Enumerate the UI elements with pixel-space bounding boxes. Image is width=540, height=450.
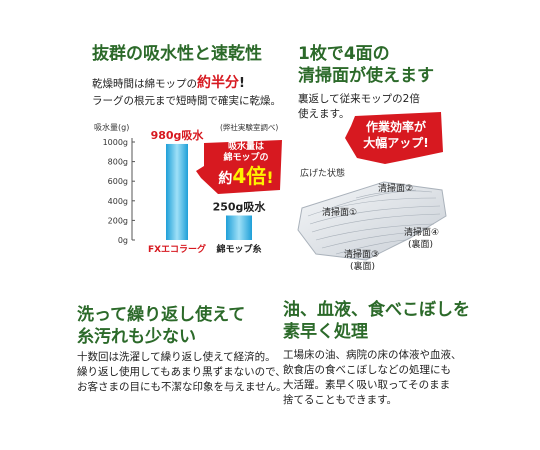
chart-ytick-label: 0g: [118, 236, 128, 245]
mop-label-face3: 清掃面③: [344, 250, 380, 260]
section2-title-line1: 1枚で4面の: [298, 44, 390, 64]
burst2-shape: [345, 112, 443, 164]
burst1-line3-post: !: [266, 168, 274, 187]
mop-label-face4-back: (裏面): [408, 240, 434, 250]
burst-callout-4x: 吸水量は 綿モップの 約4倍!: [196, 138, 288, 196]
section1-line1-post: !: [239, 76, 245, 91]
chart-ytick-label: 200g: [108, 216, 128, 225]
chart-ytick-label: 600g: [108, 177, 128, 186]
burst1-line3-big: 4倍: [232, 164, 267, 188]
section1-line2: ラーグの根元まで短時間で確実に乾燥。: [92, 95, 281, 107]
burst2-line1: 作業効率が: [365, 120, 426, 134]
chart-data-label: 250g吸水: [213, 200, 267, 214]
section4-line3: 大活躍。素早く吸い取ってそのまま: [283, 379, 451, 391]
chart-bar: [166, 143, 188, 240]
section3-line3: お客さまの目にも不潔な印象を与えません。: [77, 381, 287, 393]
burst1-line3-pre: 約: [218, 171, 233, 187]
section4-title-line1: 油、血液、食べこぼしを: [283, 300, 470, 320]
chart-data-label: 980g吸水: [151, 128, 205, 142]
section3-title-line1: 洗って繰り返し使えて: [77, 305, 246, 325]
mop-label-face4: 清掃面④: [404, 228, 440, 238]
section1-line1: 乾燥時間は綿モップの約半分!: [92, 76, 245, 92]
burst2-line2: 大幅アップ!: [363, 136, 429, 150]
chart-category-label: FXエコラーグ: [148, 243, 206, 255]
chart-note: (弊社実験室調べ): [220, 122, 278, 132]
burst-callout-efficiency: 作業効率が 大幅アップ!: [345, 112, 445, 164]
water-absorption-chart: 吸水量(g) (弊社実験室調べ) 1000g 800g 600g 400g 200g 0g 98…: [92, 112, 287, 267]
burst1-line2: 綿モップの: [223, 153, 269, 163]
section3-title-line2: 糸汚れも少ない: [77, 327, 196, 347]
section3-line2: 繰り返し使用してもあまり黒ずまないので、: [77, 366, 286, 378]
burst1-line3: 約4倍!: [210, 164, 282, 191]
chart-bar: [226, 215, 252, 240]
mop-drawing: [297, 181, 447, 261]
section2-title-line2: 清掃面が使えます: [298, 66, 434, 86]
section2-line1: 裏返して従来モップの2倍: [298, 93, 420, 105]
burst-shape: [196, 140, 282, 194]
chart-ytick-label: 1000g: [103, 138, 128, 147]
mop-label-face1: 清掃面①: [322, 208, 358, 218]
chart-ylabel: 吸水量(g): [94, 122, 129, 132]
section4-title-line2: 素早く処理: [283, 322, 368, 342]
mop-label-face3-back: (裏面): [350, 262, 376, 272]
mop-caption: 広げた状態: [300, 169, 346, 179]
chart-category-label: 綿モップ糸: [216, 243, 261, 255]
burst1-line1: 吸水量は: [227, 142, 264, 152]
section3-line1: 十数回は洗濯して繰り返し使えて経済的。: [77, 351, 276, 363]
mop-illustration: [296, 168, 456, 278]
section1-title: 抜群の吸水性と速乾性: [92, 44, 262, 64]
chart-svg: 吸水量(g) (弊社実験室調べ) 1000g 800g 600g 400g 200g 0g 98…: [94, 122, 278, 255]
section1-line1-pre: 乾燥時間は綿モップの: [92, 78, 197, 90]
section4-line1: 工場床の油、病院の床の体液や血液、: [283, 349, 462, 361]
section2-line2: 使えます。: [298, 108, 350, 120]
mop-label-face2: 清掃面②: [378, 184, 414, 194]
chart-ytick-label: 400g: [108, 197, 128, 206]
chart-ytick-label: 800g: [108, 158, 128, 167]
section4-line2: 飲食店の食べこぼしなどの処理にも: [283, 364, 451, 376]
section1-line1-emphasis: 約半分: [197, 75, 239, 91]
section4-line4: 捨てることもできます。: [283, 394, 398, 406]
